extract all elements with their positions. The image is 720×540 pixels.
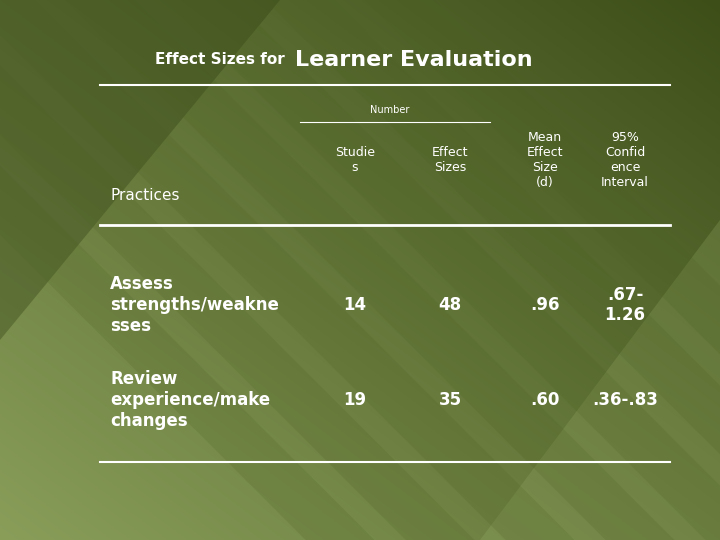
Text: Learner Evaluation: Learner Evaluation	[295, 50, 533, 70]
Polygon shape	[480, 220, 720, 540]
Text: 14: 14	[343, 296, 366, 314]
Text: Practices: Practices	[110, 187, 179, 202]
Text: .36-.83: .36-.83	[592, 391, 658, 409]
Text: Number: Number	[370, 105, 410, 115]
Text: .60: .60	[531, 391, 559, 409]
Text: Studie
s: Studie s	[335, 146, 375, 174]
Text: .96: .96	[530, 296, 559, 314]
Text: Mean
Effect
Size
(d): Mean Effect Size (d)	[527, 131, 563, 189]
Text: 19: 19	[343, 391, 366, 409]
Text: Review
experience/make
changes: Review experience/make changes	[110, 370, 270, 430]
Text: 35: 35	[438, 391, 462, 409]
Text: Effect Sizes for: Effect Sizes for	[155, 52, 290, 68]
Text: .67-
1.26: .67- 1.26	[605, 286, 646, 325]
Text: Effect
Sizes: Effect Sizes	[432, 146, 468, 174]
Polygon shape	[0, 0, 280, 340]
Text: Assess
strengths/weakne
sses: Assess strengths/weakne sses	[110, 275, 279, 335]
Text: 48: 48	[438, 296, 462, 314]
Text: 95%
Confid
ence
Interval: 95% Confid ence Interval	[601, 131, 649, 189]
